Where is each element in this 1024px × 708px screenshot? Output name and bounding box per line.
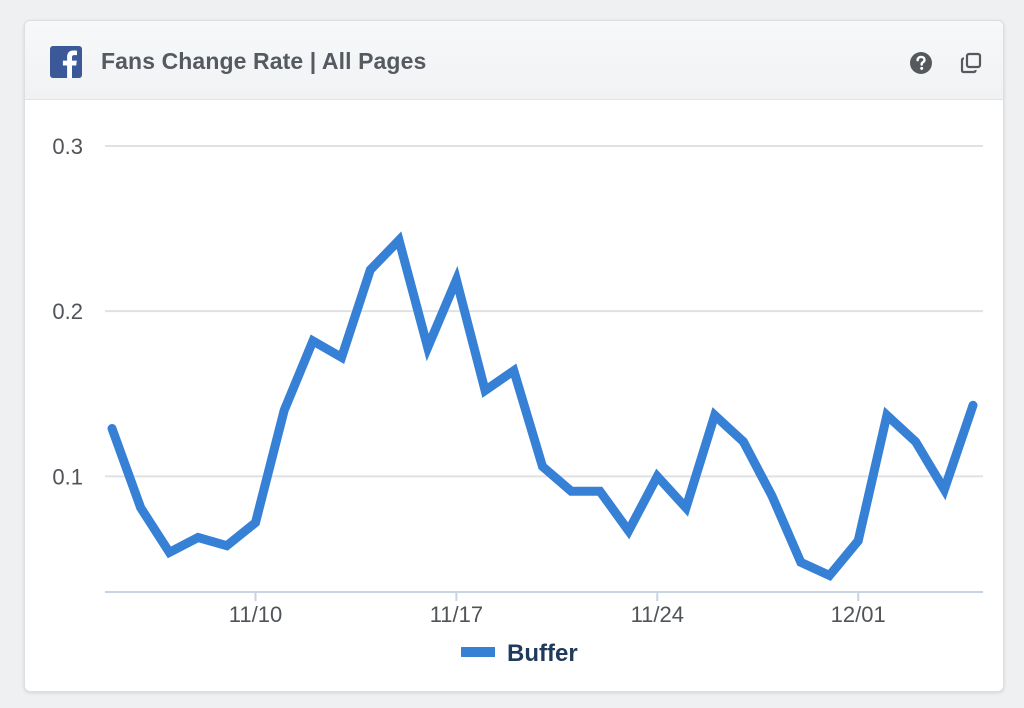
x-tick-label: 11/17 — [430, 602, 483, 627]
widget-header: Fans Change Rate | All Pages — [25, 21, 1003, 100]
question-circle-icon[interactable] — [909, 51, 933, 75]
x-tick-label: 11/10 — [229, 602, 282, 627]
chart-grid — [105, 145, 983, 478]
chart-series — [107, 231, 978, 582]
fans-change-rate-widget: Fans Change Rate | All Pages 0.1 0.2 0.3 11… — [24, 20, 1004, 692]
x-tick-label: 12/01 — [831, 602, 886, 627]
y-tick-label: 0.3 — [52, 134, 83, 159]
line-chart: 0.1 0.2 0.3 11/10 11/17 11/24 12/01 Buffer — [52, 134, 983, 667]
y-tick-label: 0.1 — [52, 464, 83, 489]
series-line-buffer — [107, 231, 978, 582]
chart-axes: 0.1 0.2 0.3 11/10 11/17 11/24 12/01 — [52, 134, 983, 627]
widget-title: Fans Change Rate | All Pages — [101, 48, 427, 74]
chart-legend[interactable]: Buffer — [461, 640, 578, 667]
x-tick-label: 11/24 — [631, 602, 684, 627]
copy-icon[interactable] — [959, 51, 983, 75]
legend-label[interactable]: Buffer — [507, 640, 578, 667]
y-tick-label: 0.2 — [52, 299, 83, 324]
facebook-icon — [50, 46, 82, 78]
legend-swatch[interactable] — [461, 647, 495, 657]
